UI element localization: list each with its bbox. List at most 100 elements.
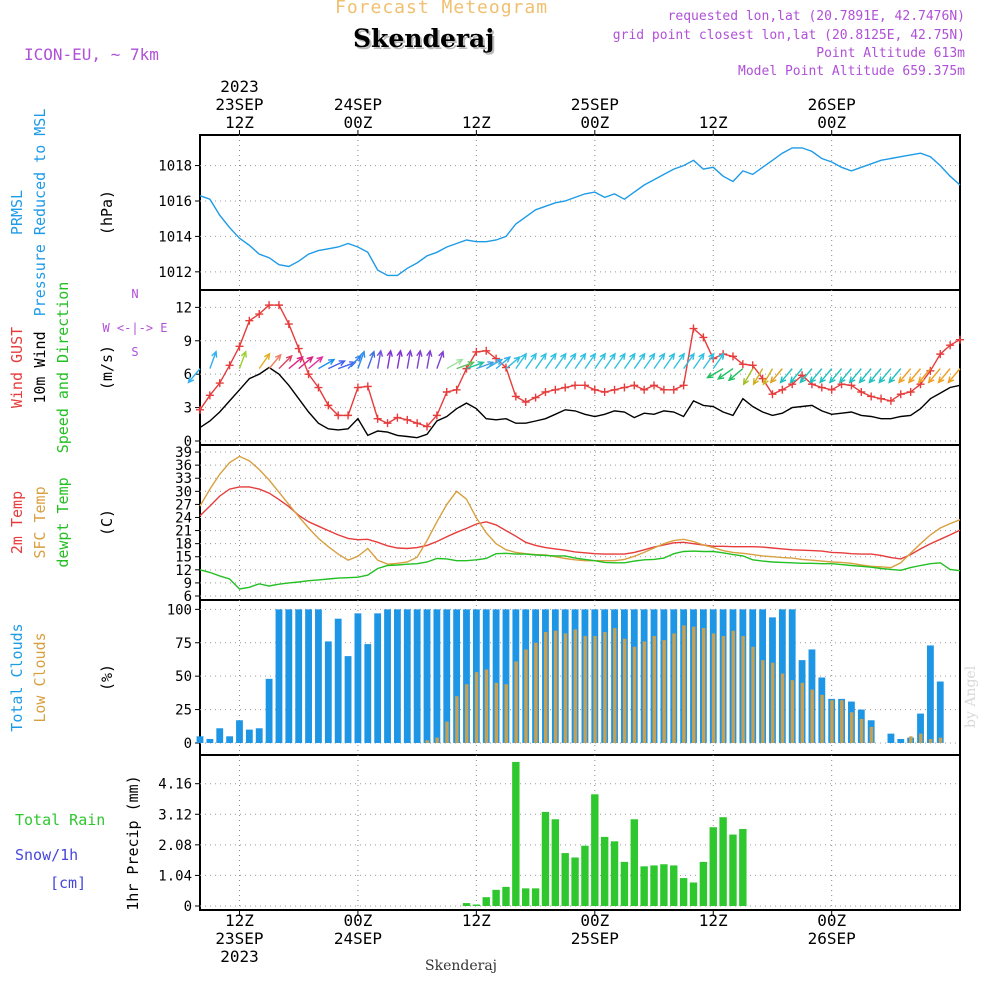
wind-arrow-shaft (947, 368, 961, 383)
wind-arrow-head (354, 354, 362, 362)
y-tick-label: 1.04 (158, 868, 192, 884)
wind-arrow (485, 358, 504, 370)
total-cloud-bar (502, 609, 510, 743)
y-tick-label: 9 (184, 576, 192, 592)
rain-bar (640, 866, 648, 906)
wind-arrow (495, 356, 512, 370)
wind-arrow (515, 352, 528, 370)
wind-arrow (947, 368, 961, 384)
rain-bar (502, 886, 510, 906)
low-cloud-bar (701, 628, 706, 743)
gust-point (877, 394, 886, 403)
y-label: Snow/1h (15, 846, 78, 864)
grid-point-coords: grid point closest lon,lat (20.8125E, 42… (612, 28, 965, 43)
low-cloud-bar (613, 628, 617, 743)
wind-arrow-head (530, 352, 537, 360)
gust-point (314, 383, 323, 392)
wind-arrow-shaft (416, 350, 421, 369)
compass-we: W <-|-> E (102, 321, 167, 335)
wind-arrow-shaft (376, 350, 382, 369)
wind-arrow-head (762, 378, 769, 386)
y-tick-label: 4.16 (158, 777, 192, 793)
wind-arrow (762, 368, 774, 386)
rain-bar (709, 827, 717, 906)
y-tick-label: 12 (175, 300, 192, 316)
y-label: [cm] (50, 874, 86, 892)
wind-arrow-shaft (396, 350, 402, 369)
wind-arrow-head (752, 378, 759, 386)
wind-arrow (278, 354, 293, 370)
gust-point (847, 381, 856, 390)
y-label: Pressure Reduced to MSL (31, 109, 49, 317)
low-cloud-bar (474, 672, 479, 743)
wind-arrow-shaft (466, 361, 484, 370)
wind-arrow-head (639, 352, 646, 360)
model-label: ICON-EU, ~ 7km (24, 45, 159, 64)
wind-arrow-shaft (446, 359, 463, 370)
wind-arrow-head (306, 356, 314, 363)
y-tick-label: 39 (175, 445, 192, 461)
wind-arrow (476, 361, 495, 370)
wind-arrow-shaft (238, 351, 247, 369)
low-cloud-bar (790, 680, 795, 743)
time-label-top: 00Z (343, 113, 372, 132)
series-line-t2m (199, 486, 961, 560)
wind-arrow-shaft (584, 353, 596, 370)
rain-bar (581, 845, 589, 906)
low-cloud-bar (425, 740, 429, 743)
rain-bar (492, 889, 500, 906)
time-label-bottom: 2023 (220, 947, 259, 966)
time-label-top: 12Z (462, 113, 491, 132)
y-label: 2m Temp (8, 491, 26, 554)
wind-arrow-shaft (574, 353, 586, 370)
wind-arrow-shaft (878, 368, 892, 383)
wind-arrow-head (396, 349, 403, 357)
gust-point (630, 381, 639, 390)
low-cloud-bar (435, 737, 439, 743)
wind-arrow (838, 368, 852, 384)
wind-arrow (367, 350, 376, 369)
wind-arrow-head (658, 352, 666, 360)
wind-arrow (742, 368, 754, 386)
time-label-bottom: 25SEP (571, 929, 619, 948)
total-cloud-bar (413, 609, 421, 743)
wind-arrow (917, 368, 931, 384)
wind-arrow-shaft (347, 355, 362, 370)
wind-arrow-head (668, 352, 676, 360)
low-cloud-bar (514, 661, 518, 743)
rain-bar (591, 794, 599, 906)
low-cloud-bar (603, 632, 607, 743)
y-label: dewpt Temp (54, 477, 72, 567)
wind-arrow (347, 354, 362, 370)
wind-arrow (238, 350, 247, 369)
gust-point (383, 419, 392, 428)
gust-point (886, 396, 895, 405)
total-cloud-bar (324, 641, 332, 743)
low-cloud-bar (632, 646, 637, 743)
gust-point (225, 361, 234, 370)
wind-arrow-head (263, 352, 271, 360)
low-cloud-bar (682, 625, 686, 743)
low-cloud-bar (583, 636, 587, 743)
wind-arrow (604, 352, 616, 370)
wind-arrow (779, 368, 793, 384)
compass-s: S (131, 345, 138, 359)
wind-arrow-shaft (683, 353, 695, 370)
gust-point (758, 374, 767, 383)
wind-arrow-shaft (752, 368, 764, 385)
time-label-top: 24SEP (334, 95, 382, 114)
gust-point (501, 363, 510, 372)
gust-point (600, 388, 609, 396)
low-cloud-bar (573, 629, 578, 743)
wind-arrow (288, 356, 304, 370)
wind-arrow-head (211, 350, 218, 358)
wind-arrow-shaft (633, 353, 646, 370)
low-cloud-bar (840, 700, 844, 743)
footer-location: Skenderaj (425, 958, 498, 974)
gust-point (867, 392, 876, 401)
gust-point (334, 411, 343, 420)
gust-point (827, 385, 836, 394)
series-line-prmsl (199, 147, 961, 277)
total-cloud-bar (236, 720, 243, 743)
y-label: Total Rain (15, 811, 105, 829)
